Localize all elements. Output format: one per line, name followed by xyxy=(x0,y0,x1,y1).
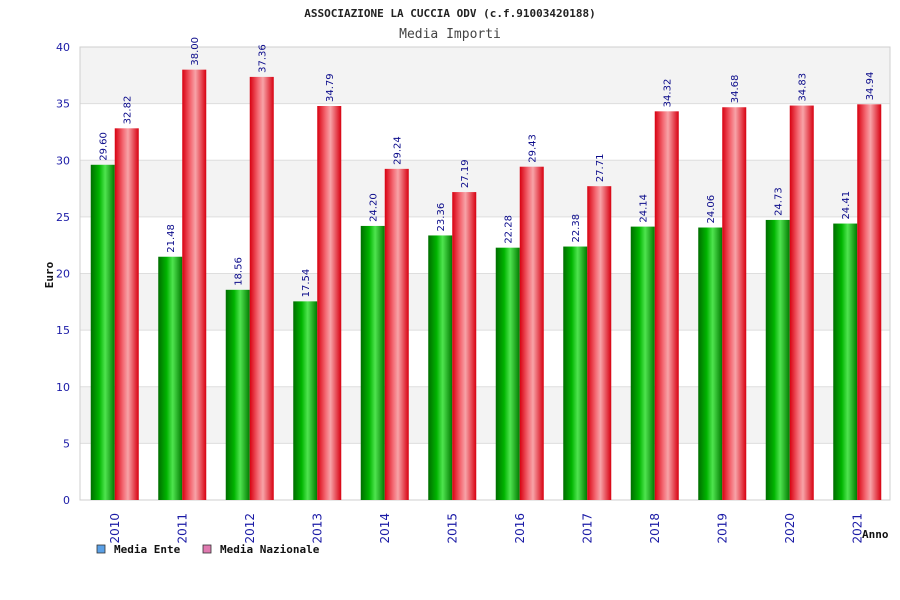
legend-swatch-nazionale xyxy=(202,544,212,554)
x-tick-label-2021: 2021 xyxy=(850,513,864,544)
grid-band xyxy=(80,273,890,331)
bar-media-ente-2021 xyxy=(833,223,858,500)
data-label-media-ente-2016: 22.28 xyxy=(504,215,515,244)
grid-band xyxy=(80,443,890,500)
bars xyxy=(90,69,882,501)
y-tick-label: 35 xyxy=(56,98,70,111)
bar-media-nazionale-2011 xyxy=(182,69,207,501)
legend: Media Ente Media Nazionale xyxy=(96,543,320,556)
bar-media-ente-2010 xyxy=(90,164,115,500)
bar-media-nazionale-2018 xyxy=(654,111,679,501)
bar-media-ente-2012 xyxy=(225,289,250,500)
x-tick-label-2015: 2015 xyxy=(445,513,459,544)
grid-band xyxy=(80,103,890,161)
data-label-media-ente-2017: 22.38 xyxy=(571,214,582,243)
data-label-media-nazionale-2020: 34.83 xyxy=(798,73,809,102)
bar-media-ente-2019 xyxy=(698,227,723,500)
y-axis: 0 5 10 15 20 25 30 35 40 xyxy=(56,41,70,507)
data-label-media-nazionale-2012: 37.36 xyxy=(258,44,269,73)
y-tick-label: 0 xyxy=(63,494,70,507)
x-axis-label: Anno xyxy=(862,528,889,541)
bar-media-ente-2011 xyxy=(158,256,183,500)
y-tick-label: 15 xyxy=(56,324,70,337)
bar-media-nazionale-2015 xyxy=(452,192,477,501)
bar-media-ente-2015 xyxy=(428,235,453,500)
data-label-media-ente-2020: 24.73 xyxy=(774,187,785,216)
data-label-media-nazionale-2021: 34.94 xyxy=(865,72,876,101)
bar-media-nazionale-2019 xyxy=(722,107,747,501)
x-tick-label-2017: 2017 xyxy=(580,513,594,544)
data-label-media-ente-2013: 17.54 xyxy=(301,269,312,298)
bar-media-nazionale-2010 xyxy=(114,128,139,500)
x-tick-label-2011: 2011 xyxy=(175,513,189,544)
data-labels: 29.60 32.82 21.48 38.00 18.56 37.36 17.54 34.79… xyxy=(99,37,877,297)
data-label-media-nazionale-2018: 34.32 xyxy=(663,79,674,108)
data-label-media-ente-2010: 29.60 xyxy=(99,132,110,161)
legend-label-ente: Media Ente xyxy=(114,543,181,556)
x-tick-label-2018: 2018 xyxy=(648,513,662,544)
chart-subtitle: Media Importi xyxy=(399,27,501,42)
bar-media-nazionale-2021 xyxy=(857,104,882,500)
data-label-media-nazionale-2013: 34.79 xyxy=(325,73,336,102)
bar-media-ente-2014 xyxy=(360,225,385,500)
bar-media-nazionale-2014 xyxy=(384,168,409,500)
data-label-media-nazionale-2017: 27.71 xyxy=(595,154,606,183)
x-axis: 2010 2011 2012 2013 2014 2015 2016 2017 2018 2019… xyxy=(108,513,865,544)
y-tick-label: 30 xyxy=(56,154,70,167)
bar-media-nazionale-2013 xyxy=(317,106,342,501)
y-tick-label: 25 xyxy=(56,211,70,224)
bar-media-ente-2020 xyxy=(765,219,790,501)
bar-media-ente-2017 xyxy=(563,246,588,500)
bar-media-nazionale-2016 xyxy=(519,166,544,500)
legend-swatch-ente xyxy=(96,544,106,554)
y-tick-label: 10 xyxy=(56,381,70,394)
bar-media-nazionale-2020 xyxy=(789,105,814,501)
plot-frame xyxy=(79,46,891,501)
x-tick-label-2013: 2013 xyxy=(310,513,324,544)
plot-background xyxy=(79,46,891,501)
x-tick-label-2014: 2014 xyxy=(378,513,392,544)
data-label-media-ente-2019: 24.06 xyxy=(706,195,717,224)
y-tick-label: 20 xyxy=(56,268,70,281)
grid-band xyxy=(80,160,890,217)
x-tick-label-2016: 2016 xyxy=(513,513,527,544)
data-label-media-nazionale-2011: 38.00 xyxy=(190,37,201,66)
legend-label-nazionale: Media Nazionale xyxy=(220,543,320,556)
x-tick-label-2019: 2019 xyxy=(715,513,729,544)
data-label-media-ente-2014: 24.20 xyxy=(369,193,380,222)
data-label-media-ente-2012: 18.56 xyxy=(234,257,245,286)
data-label-media-nazionale-2016: 29.43 xyxy=(528,134,539,163)
data-label-media-ente-2018: 24.14 xyxy=(639,194,650,223)
y-axis-label: Euro xyxy=(43,261,56,288)
grid-band xyxy=(80,47,890,104)
data-label-media-nazionale-2019: 34.68 xyxy=(730,75,741,104)
bar-media-nazionale-2017 xyxy=(587,186,612,500)
chart-title: ASSOCIAZIONE LA CUCCIA ODV (c.f.91003420… xyxy=(304,7,595,20)
bar-media-ente-2016 xyxy=(495,247,520,500)
data-label-media-ente-2021: 24.41 xyxy=(841,191,852,220)
data-label-media-ente-2015: 23.36 xyxy=(436,203,447,232)
bar-media-nazionale-2012 xyxy=(249,76,274,500)
grid-band xyxy=(80,386,890,444)
data-label-media-nazionale-2010: 32.82 xyxy=(123,96,134,125)
bar-media-ente-2013 xyxy=(293,301,318,500)
x-tick-label-2010: 2010 xyxy=(108,513,122,544)
x-tick-label-2020: 2020 xyxy=(783,513,797,544)
data-label-media-nazionale-2014: 29.24 xyxy=(393,136,404,165)
y-tick-label: 5 xyxy=(63,437,70,450)
x-tick-label-2012: 2012 xyxy=(243,513,257,544)
y-tick-label: 40 xyxy=(56,41,70,54)
grid-band xyxy=(80,216,890,274)
data-label-media-nazionale-2015: 27.19 xyxy=(460,159,471,188)
data-label-media-ente-2011: 21.48 xyxy=(166,224,177,253)
bar-media-ente-2018 xyxy=(630,226,655,500)
grid-band xyxy=(80,330,890,387)
